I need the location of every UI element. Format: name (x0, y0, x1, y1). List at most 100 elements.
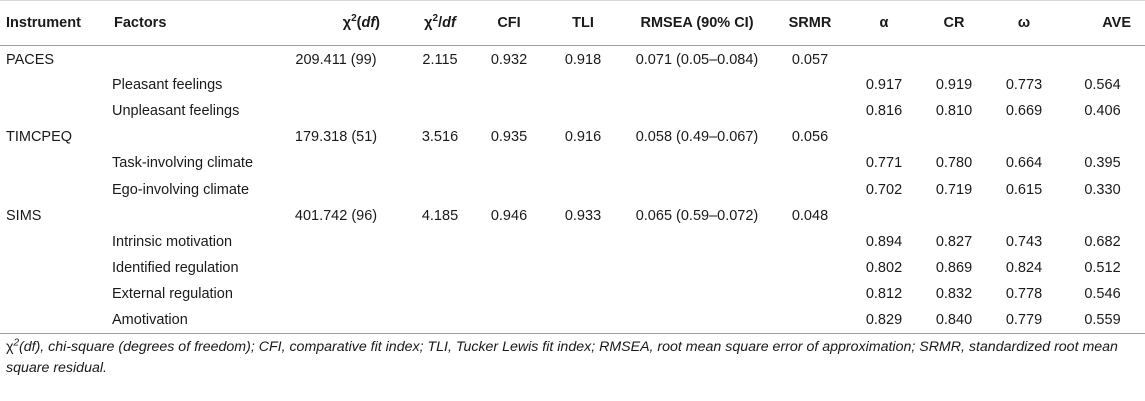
cell-ave: 0.512 (1084, 260, 1121, 277)
cell-instrument: TIMCPEQ (6, 129, 73, 146)
cell-factor (108, 203, 266, 229)
df-label: df (442, 15, 456, 31)
cell-ratio (406, 150, 474, 176)
cell-factor: External regulation (112, 286, 233, 303)
cell-chi2 (266, 72, 406, 98)
cell-cfi (474, 72, 544, 98)
cell-cr (920, 124, 988, 150)
cell-tli (544, 150, 622, 176)
cell-srmr (772, 176, 848, 202)
cell-srmr: 0.056 (791, 129, 829, 146)
cell-instrument (0, 98, 108, 124)
header-alpha: α (848, 0, 920, 46)
cell-ave: 0.395 (1084, 155, 1121, 172)
cell-alpha: 0.771 (865, 155, 903, 172)
cell-tli (544, 229, 622, 255)
table-row: Amotivation 0.829 0.840 0.779 0.559 (0, 307, 1145, 335)
cell-omega: 0.669 (1005, 102, 1043, 119)
cell-rmsea: 0.071 (0.05–0.084) (635, 51, 759, 68)
cell-srmr: 0.057 (791, 51, 829, 68)
cell-ave: 0.682 (1084, 233, 1121, 250)
cell-cr: 0.719 (935, 181, 973, 198)
header-chi-square-df: χ2(df) (266, 0, 406, 46)
cell-cr: 0.840 (920, 307, 988, 335)
cell-alpha (848, 203, 920, 229)
cell-omega: 0.778 (1005, 286, 1043, 303)
cell-cr (920, 203, 988, 229)
cfa-results-table: Instrument Factors χ2(df) χ2/df CFI TLI … (0, 0, 1145, 335)
cell-cfi (474, 255, 544, 281)
cell-chi2 (266, 98, 406, 124)
cell-cfi: 0.946 (490, 207, 528, 224)
cell-instrument (0, 150, 108, 176)
cell-srmr (772, 229, 848, 255)
cell-ratio (406, 281, 474, 307)
cell-factor (108, 46, 266, 72)
cell-chi2: 401.742 (96) (294, 207, 378, 224)
cell-cfi: 0.932 (490, 51, 528, 68)
cell-omega: 0.615 (1005, 181, 1043, 198)
cell-chi2 (266, 255, 406, 281)
header-cr: CR (920, 0, 988, 46)
cell-rmsea: 0.065 (0.59–0.072) (635, 207, 759, 224)
cell-instrument: PACES (6, 51, 55, 68)
cell-ave: 0.330 (1084, 181, 1121, 198)
cell-factor: Pleasant feelings (112, 76, 223, 93)
cell-alpha: 0.894 (865, 233, 903, 250)
cell-tli: 0.916 (564, 129, 602, 146)
cell-rmsea (622, 281, 772, 307)
cell-rmsea (622, 72, 772, 98)
table-row: Pleasant feelings 0.917 0.919 0.773 0.56… (0, 72, 1145, 98)
cell-chi2 (266, 176, 406, 202)
cell-srmr (772, 72, 848, 98)
cell-ave: 0.546 (1084, 286, 1121, 303)
cell-factor: Task-involving climate (112, 155, 254, 172)
cell-alpha: 0.917 (865, 76, 903, 93)
cell-cfi (474, 98, 544, 124)
table-footnote: χ2(df), chi-square (degrees of freedom);… (6, 337, 1138, 379)
cell-factor: Amotivation (108, 307, 266, 335)
cell-chi2 (266, 281, 406, 307)
cell-instrument (0, 255, 108, 281)
cell-rmsea (622, 255, 772, 281)
table-row: Unpleasant feelings 0.816 0.810 0.669 0.… (0, 98, 1145, 124)
cell-srmr (772, 255, 848, 281)
cell-factor: Unpleasant feelings (112, 102, 240, 119)
cell-alpha: 0.812 (865, 286, 903, 303)
footnote-chi-superscript: 2 (13, 337, 20, 349)
footnote-chi-symbol: χ (6, 339, 14, 355)
cell-cfi (474, 229, 544, 255)
table-row: TIMCPEQ 179.318 (51) 3.516 0.935 0.916 0… (0, 124, 1145, 150)
chi-symbol: χ (342, 15, 352, 31)
table-body: PACES 209.411 (99) 2.115 0.932 0.918 0.0… (0, 46, 1145, 335)
cell-instrument (0, 72, 108, 98)
header-ave: AVE (1060, 0, 1145, 46)
cell-ave (1060, 124, 1145, 150)
cell-tli: 0.933 (564, 207, 602, 224)
cell-omega: 0.824 (1005, 260, 1043, 277)
results-table-container: Instrument Factors χ2(df) χ2/df CFI TLI … (0, 0, 1145, 335)
cell-cr: 0.780 (935, 155, 973, 172)
cell-ratio (406, 72, 474, 98)
cell-cr: 0.827 (935, 233, 973, 250)
cell-alpha: 0.829 (848, 307, 920, 335)
cell-instrument: SIMS (6, 207, 42, 224)
cell-cfi (474, 150, 544, 176)
footnote-text: (df), chi-square (degrees of freedom); C… (6, 339, 1118, 376)
cell-instrument (0, 307, 108, 335)
header-tli: TLI (544, 0, 622, 46)
cell-chi2 (266, 229, 406, 255)
cell-cr: 0.919 (935, 76, 973, 93)
cell-cfi: 0.935 (490, 129, 528, 146)
cell-omega: 0.743 (1005, 233, 1043, 250)
cell-ratio (406, 176, 474, 202)
cell-ave (1060, 203, 1145, 229)
cell-tli (544, 72, 622, 98)
table-row: Intrinsic motivation 0.894 0.827 0.743 0… (0, 229, 1145, 255)
cell-cfi (474, 281, 544, 307)
chi-symbol: χ (424, 15, 433, 31)
cell-cr: 0.810 (935, 102, 973, 119)
table-row: SIMS 401.742 (96) 4.185 0.946 0.933 0.06… (0, 203, 1145, 229)
cell-ave (1060, 46, 1145, 72)
cell-omega: 0.779 (988, 307, 1060, 335)
